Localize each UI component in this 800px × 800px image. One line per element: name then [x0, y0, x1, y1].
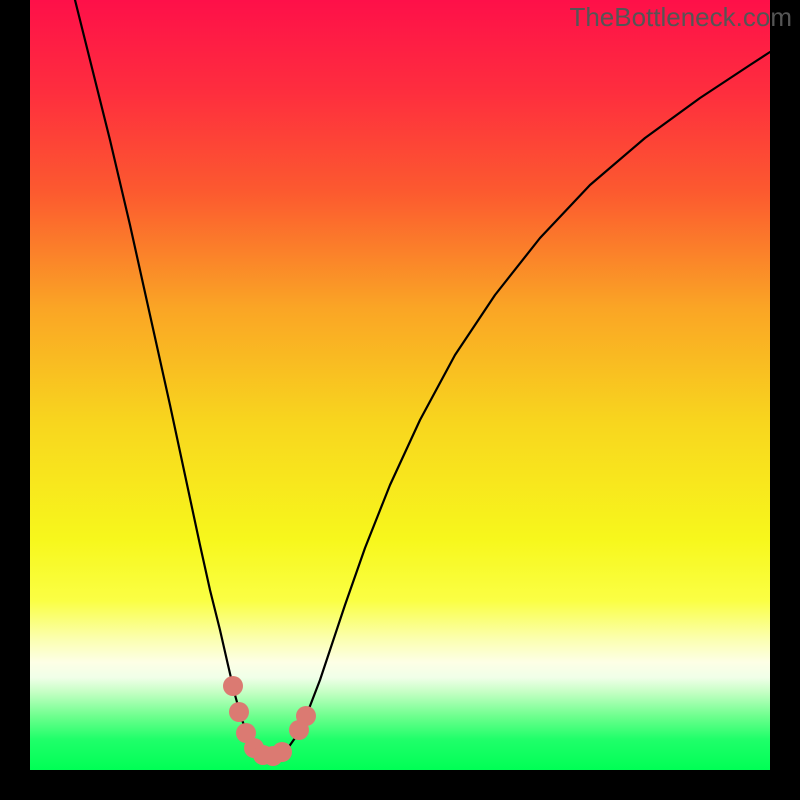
frame-left	[0, 0, 30, 800]
marker-point	[229, 702, 249, 722]
frame-bottom	[0, 770, 800, 800]
marker-point	[272, 742, 292, 762]
plot-area	[30, 0, 770, 770]
data-markers	[30, 0, 770, 770]
frame-right	[770, 0, 800, 800]
marker-point	[296, 706, 316, 726]
marker-point	[223, 676, 243, 696]
watermark-text: TheBottleneck.com	[569, 2, 792, 33]
